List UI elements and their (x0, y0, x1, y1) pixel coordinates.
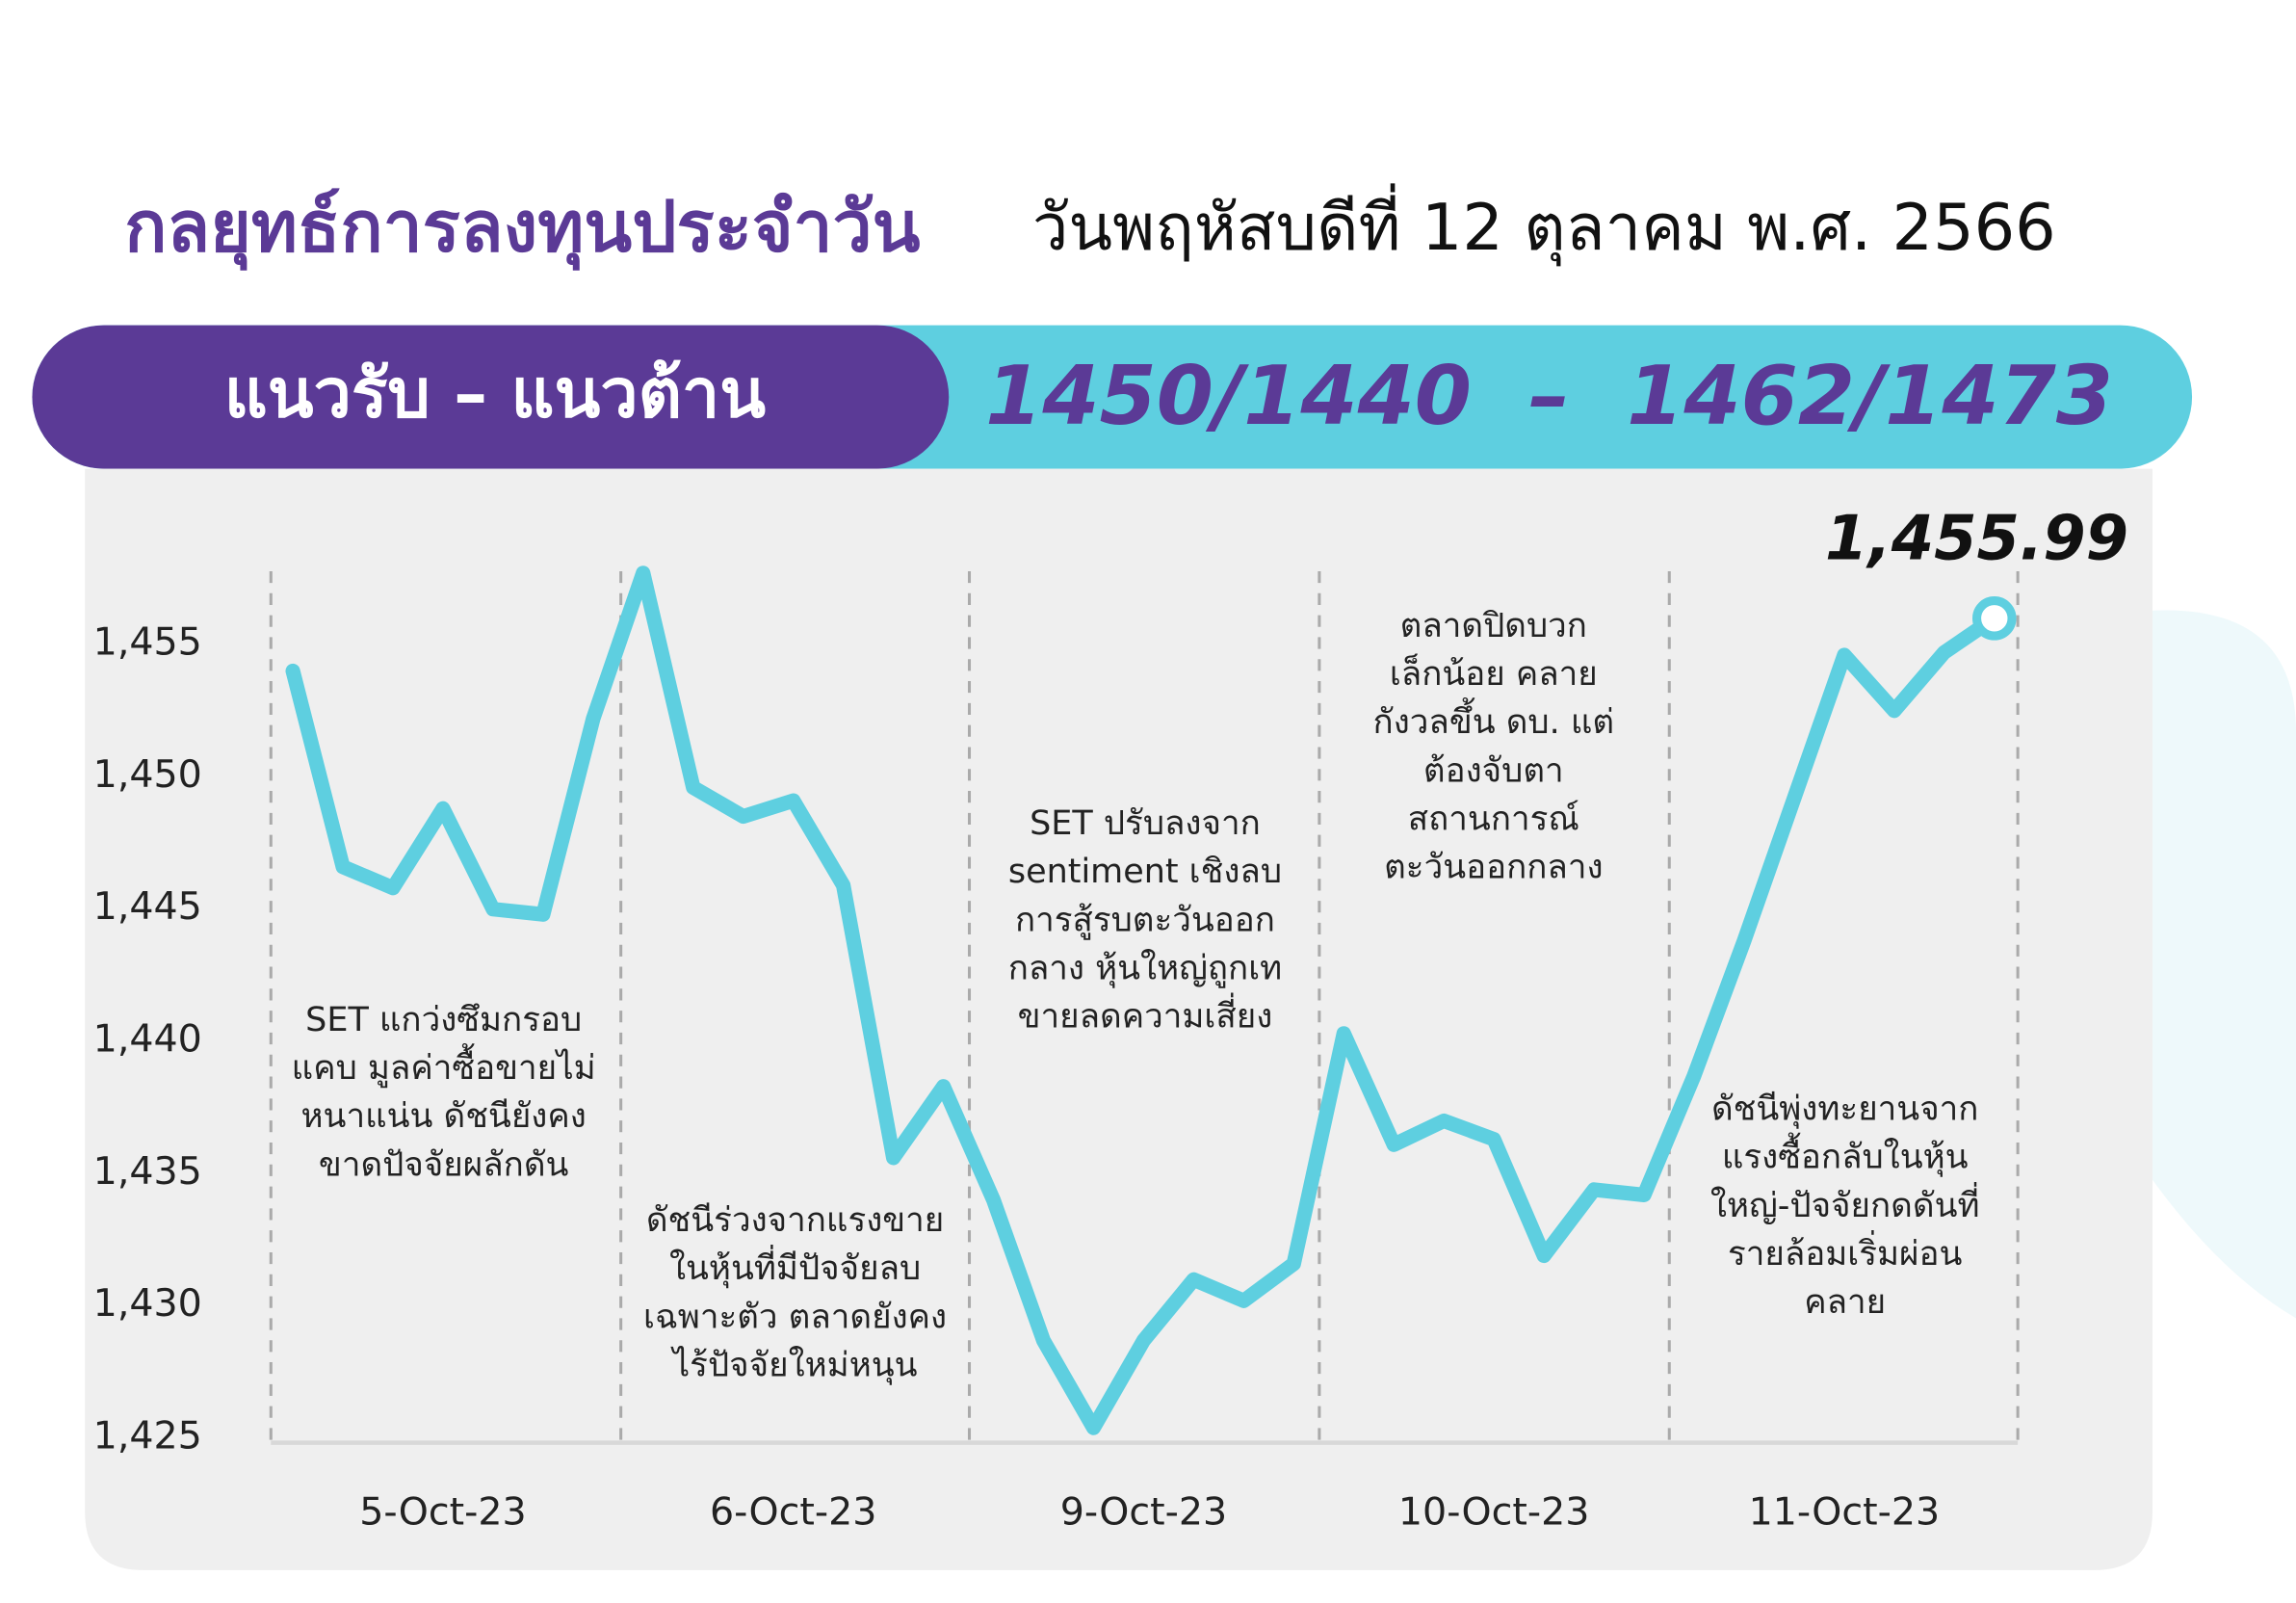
annotation: ในหุ้นที่มีปัจจัยลบ (669, 1245, 921, 1288)
annotation: เล็กน้อย คลาย (1390, 653, 1598, 694)
x-tick-label: 11-Oct-23 (1749, 1490, 1941, 1535)
title: กลยุทธ์การลงทุนประจำวัน (124, 186, 920, 271)
chart-panel (85, 468, 2153, 1570)
annotation: การสู้รบตะวันออก (1015, 901, 1275, 939)
annotation: ใหญ่-ปัจจัยกดดันที่ (1710, 1182, 1980, 1225)
x-tick-label: 6-Oct-23 (710, 1490, 876, 1535)
day-separators (269, 570, 2020, 1443)
annotation: ดัชนีพุ่งทะยานจาก (1711, 1091, 1979, 1129)
y-tick-label: 1,440 (93, 1017, 202, 1062)
date: วันพฤหัสบดีที่ 12 ตุลาคม พ.ศ. 2566 (1032, 183, 2056, 267)
decoration (2108, 610, 2296, 1319)
y-tick-label: 1,435 (93, 1149, 202, 1194)
annotation: ตลาดปิดบวก (1400, 607, 1587, 645)
x-tick-label: 10-Oct-23 (1398, 1490, 1590, 1535)
annotation: กลาง หุ้นใหญ่ถูกเท (1008, 949, 1283, 988)
annotation: ขายลดความเสี่ยง (1018, 993, 1273, 1037)
annotation: ต้องจับตา (1423, 751, 1564, 790)
y-tick-label: 1,450 (93, 752, 202, 797)
annotation: ดัชนีร่วงจากแรงขาย (646, 1201, 944, 1240)
annotation: แคบ มูลค่าซื้อขายไม่ (292, 1043, 596, 1088)
x-tick-label: 5-Oct-23 (359, 1490, 526, 1535)
annotation: สถานการณ์ (1408, 800, 1579, 838)
annotation: SET ปรับลงจาก (1030, 804, 1261, 843)
y-tick-label: 1,425 (93, 1414, 202, 1458)
annotation: ไร้ปัจจัยใหม่หนุน (670, 1346, 918, 1385)
annotation: หนาแน่น ดัชนียังคง (301, 1097, 587, 1136)
annotation: รายล้อมเริ่มผ่อน (1728, 1230, 1963, 1274)
annotation: แรงซื้อกลับในหุ้น (1722, 1133, 1969, 1177)
value-label: 1,455.99 (1825, 503, 2128, 574)
annotation: กังวลขึ้น ดบ. แต่ (1373, 697, 1615, 742)
last-point (1971, 596, 2017, 641)
annotation: ขาดปัจจัยผลักดัน (319, 1145, 569, 1184)
y-tick-label: 1,445 (93, 884, 202, 929)
y-tick-label: 1,430 (93, 1281, 202, 1326)
annotation: ตะวันออกกลาง (1384, 849, 1603, 887)
banner-label-bg (32, 325, 950, 469)
annotation: SET แกว่งซึมกรอบ (305, 1001, 582, 1039)
annotation: เฉพาะตัว ตลาดยังคง (643, 1298, 947, 1336)
annotation: sentiment เชิงลบ (1008, 853, 1282, 891)
price-line (285, 565, 2002, 1435)
banner-levels: 1450/1440 – 1462/1473 (985, 349, 2113, 444)
x-tick-label: 9-Oct-23 (1060, 1490, 1227, 1535)
annotation: คลาย (1804, 1283, 1886, 1322)
banner-label: แนวรับ – แนวต้าน (224, 355, 767, 434)
y-tick-label: 1,455 (93, 620, 202, 665)
